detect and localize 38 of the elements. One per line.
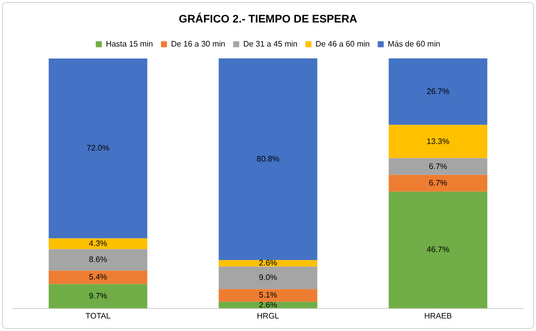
bar bbox=[218, 58, 318, 260]
bar bbox=[218, 260, 318, 267]
data-label: 80.8% bbox=[256, 154, 280, 164]
data-label: 4.3% bbox=[88, 238, 108, 248]
legend-label: De 16 a 30 min bbox=[170, 39, 226, 48]
bar bbox=[48, 238, 148, 250]
x-tick-label: HRAEB bbox=[424, 311, 452, 320]
legend-label: De 46 a 60 min bbox=[315, 39, 370, 48]
bar bbox=[218, 289, 318, 302]
bar bbox=[388, 124, 488, 158]
bar bbox=[388, 158, 488, 175]
x-tick-label: TOTAL bbox=[85, 311, 112, 320]
data-label: 72.0% bbox=[86, 144, 110, 153]
legend-label: Hasta 15 min bbox=[106, 39, 153, 48]
data-label: 6.7% bbox=[428, 162, 448, 171]
data-label: 8.6% bbox=[88, 255, 108, 264]
data-label: 46.7% bbox=[426, 245, 450, 254]
bar bbox=[48, 270, 148, 284]
data-label: 2.6% bbox=[258, 258, 278, 268]
data-label: 6.7% bbox=[428, 178, 448, 188]
bar bbox=[48, 58, 148, 238]
data-label: 9.0% bbox=[258, 273, 278, 282]
bar bbox=[48, 249, 148, 271]
chart-title: GRÁFICO 2.- TIEMPO DE ESPERA bbox=[178, 12, 358, 26]
bar bbox=[388, 192, 488, 308]
bar bbox=[218, 266, 318, 290]
data-label: 5.4% bbox=[88, 272, 108, 282]
data-label: 2.6% bbox=[258, 300, 278, 310]
x-tick-label: HRGL bbox=[256, 311, 280, 320]
legend-label: Más de 60 min bbox=[388, 39, 440, 48]
bar bbox=[388, 58, 488, 125]
legend-label: De 31 a 45 min bbox=[243, 39, 298, 48]
data-label: 9.7% bbox=[88, 291, 108, 300]
bar bbox=[48, 284, 148, 308]
data-label: 26.7% bbox=[426, 86, 450, 96]
data-label: 5.1% bbox=[258, 290, 278, 300]
bar bbox=[388, 174, 488, 192]
data-label: 13.3% bbox=[426, 136, 450, 146]
